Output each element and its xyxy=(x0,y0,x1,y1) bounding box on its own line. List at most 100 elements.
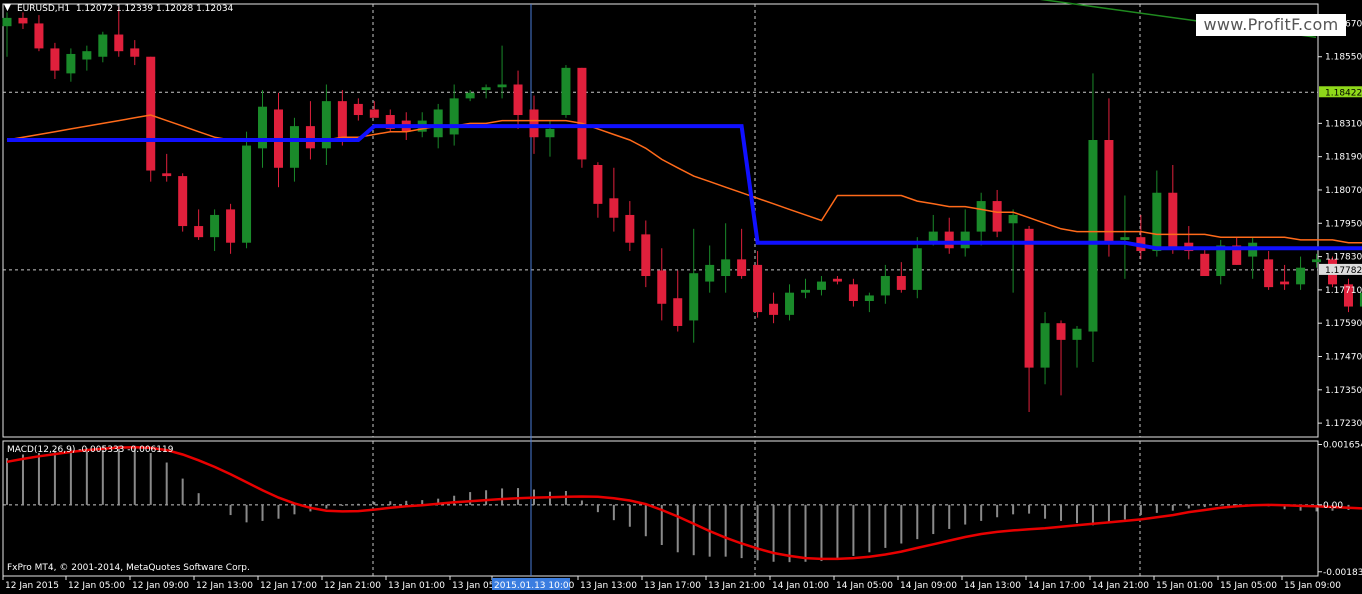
candle-body xyxy=(944,231,954,249)
bear-candle xyxy=(1264,251,1274,290)
bull-candle xyxy=(1248,237,1258,279)
x-tick-label: 12 Jan 21:00 xyxy=(324,581,381,591)
bear-candle xyxy=(1184,226,1194,260)
macd-pane[interactable] xyxy=(6,445,1362,563)
candle-body xyxy=(1152,192,1162,252)
bull-candle xyxy=(98,31,108,63)
x-tick-label: 15 Jan 09:00 xyxy=(1284,581,1341,591)
bull-candle xyxy=(2,12,12,57)
bull-candle xyxy=(721,223,731,293)
x-tick-label: 12 Jan 2015 xyxy=(5,581,59,591)
candle-body xyxy=(1104,140,1114,243)
x-tick-label: 14 Jan 01:00 xyxy=(772,581,829,591)
bull-candle xyxy=(1152,170,1162,257)
bear-candle xyxy=(1343,278,1353,313)
x-tick-label: 14 Jan 09:00 xyxy=(900,581,957,591)
bull-candle xyxy=(960,209,970,257)
price-pane[interactable] xyxy=(2,0,1362,426)
bear-candle xyxy=(848,278,858,307)
y-tick-label: 1.17350 xyxy=(1325,386,1362,396)
candle-body xyxy=(1280,281,1290,285)
bull-candle xyxy=(561,65,571,118)
candle-body xyxy=(305,126,315,149)
macd-signal-line xyxy=(6,445,1362,561)
x-tick-label: 14 Jan 05:00 xyxy=(836,581,893,591)
y-tick-label: 1.18190 xyxy=(1325,153,1362,163)
bull-candle xyxy=(864,292,874,313)
bear-candle xyxy=(992,189,1002,238)
bull-candle xyxy=(66,48,76,82)
candle-body xyxy=(1120,237,1130,240)
candle-body xyxy=(130,48,140,57)
bull-candle xyxy=(1008,209,1018,293)
candle-body xyxy=(497,84,507,88)
bear-candle xyxy=(1024,226,1034,413)
macd-y-tick-label: -0.001834 xyxy=(1323,568,1362,578)
candle-body xyxy=(353,103,363,116)
x-tick-label: 2015.01.13 10:00 xyxy=(494,581,575,591)
candle-body xyxy=(162,173,172,177)
chart-axes: 1.186701.185501.183101.181901.180701.179… xyxy=(2,19,1362,591)
bear-candle xyxy=(641,220,651,288)
candle-body xyxy=(114,34,124,52)
candle-body xyxy=(1072,328,1082,340)
y-tick-label: 1.17230 xyxy=(1325,419,1362,429)
y-tick-label: 1.18310 xyxy=(1325,119,1362,129)
candle-body xyxy=(1008,214,1018,224)
bear-candle xyxy=(593,162,603,218)
x-tick-label: 13 Jan 21:00 xyxy=(708,581,765,591)
candle-body xyxy=(976,201,986,232)
candle-body xyxy=(753,264,763,313)
bear-candle xyxy=(753,251,763,318)
x-tick-label: 15 Jan 01:00 xyxy=(1156,581,1213,591)
bear-candle xyxy=(34,15,44,52)
bull-candle xyxy=(210,209,220,252)
candle-body xyxy=(673,298,683,326)
y-tick-label: 1.17590 xyxy=(1325,319,1362,329)
bear-candle xyxy=(146,56,156,182)
bull-candle xyxy=(289,117,299,182)
candle-body xyxy=(242,145,252,243)
bear-candle xyxy=(194,209,204,240)
x-tick-label: 12 Jan 05:00 xyxy=(68,581,125,591)
candle-body xyxy=(832,278,842,282)
candle-body xyxy=(513,84,523,116)
bull-candle xyxy=(976,192,986,246)
bear-candle xyxy=(353,98,363,121)
candle-body xyxy=(1216,245,1226,277)
bull-candle xyxy=(1312,253,1322,268)
y-tick-label: 1.18550 xyxy=(1325,53,1362,63)
bear-candle xyxy=(162,153,172,182)
candle-body xyxy=(2,17,12,27)
candle-body xyxy=(737,259,747,277)
candle-body xyxy=(1056,323,1066,340)
blue-level-line xyxy=(7,124,1362,251)
macd-indicator-label: MACD(12,26,9) -0.005333 -0.006119 xyxy=(7,445,174,455)
x-tick-label: 14 Jan 17:00 xyxy=(1028,581,1085,591)
candle-body xyxy=(577,67,587,160)
bear-candle xyxy=(1280,264,1290,290)
bear-candle xyxy=(1136,214,1146,260)
bear-candle xyxy=(1104,98,1114,257)
candle-body xyxy=(785,292,795,315)
bull-candle xyxy=(928,214,938,246)
bull-candle xyxy=(785,284,795,321)
candle-body xyxy=(449,98,459,135)
x-tick-label: 12 Jan 17:00 xyxy=(260,581,317,591)
bear-candle xyxy=(1232,237,1242,265)
bull-candle xyxy=(465,90,475,102)
bull-candle xyxy=(449,84,459,146)
chart-menu-arrow-icon[interactable]: ▼ xyxy=(4,3,11,13)
price-tag-label: 1.18422 xyxy=(1325,88,1362,98)
bear-candle xyxy=(673,270,683,332)
bear-candle xyxy=(178,173,188,232)
bear-candle xyxy=(769,292,779,324)
bear-candle xyxy=(337,90,347,146)
candle-body xyxy=(1343,284,1353,307)
price-tag xyxy=(1319,86,1362,98)
candle-body xyxy=(912,248,922,290)
bull-candle xyxy=(1296,256,1306,290)
macd-y-tick-label: 0.00 xyxy=(1323,501,1343,511)
candle-body xyxy=(50,48,60,71)
